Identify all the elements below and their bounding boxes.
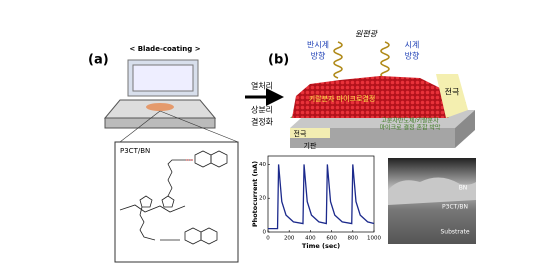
substrate-label: 기판 [304, 141, 317, 150]
x-tick-label: 200 [284, 236, 295, 242]
film-label: 고분자반도체/키랄분자 [381, 117, 439, 125]
x-axis-label: Time (sec) [302, 242, 340, 250]
x-tick-label: 600 [326, 236, 337, 242]
x-tick-label: 800 [348, 236, 359, 242]
material-label: P3CT/BN [120, 147, 150, 155]
y-axis-label: Photocurrent (nA) [251, 161, 259, 227]
sem-image [388, 158, 476, 244]
data-line [268, 164, 375, 230]
step-label: 결정화 [251, 117, 274, 127]
panel-label: (a) [88, 53, 109, 68]
sem-label: BN [459, 185, 468, 192]
rotation-label: 방향 [311, 51, 326, 61]
panel-label: (b) [268, 53, 289, 68]
callout [159, 110, 239, 143]
light-label: 원편광 [355, 30, 379, 39]
blade-coater [103, 59, 217, 129]
step-label: 상분리 [251, 105, 273, 115]
callout [119, 110, 161, 143]
electrode-label: 전극 [445, 87, 460, 97]
structure-box [114, 141, 239, 263]
step-label: 열처리 [251, 82, 273, 91]
y-tick-label: 20 [259, 196, 266, 202]
electrode-label: 전극 [294, 129, 307, 138]
plot-frame [267, 155, 375, 233]
light-spring [333, 41, 390, 79]
sem-label: P3CT/BN [442, 204, 468, 211]
rotation-label: 시계 [405, 40, 420, 50]
crystal-label: 키랄분자 마이크로결정 [309, 94, 376, 103]
film-label: 마이크로 결정 혼합 박막 [380, 124, 441, 132]
x-tick-label: 0 [266, 236, 270, 242]
sem-label: Substrate [440, 229, 469, 236]
y-tick-label: 40 [259, 162, 266, 168]
rotation-label: 반시계 [307, 40, 329, 50]
x-tick-label: 1000 [367, 236, 381, 242]
photocurrent-chart: 0 200 400 600 800 1000 0 20 40 Time (sec) Photocur… [251, 155, 381, 250]
x-tick-label: 400 [305, 236, 316, 242]
y-tick-label: 0 [263, 230, 267, 236]
process-label: < Blade-coating > [129, 45, 200, 53]
device [290, 74, 475, 148]
rotation-label: 방향 [405, 51, 420, 61]
